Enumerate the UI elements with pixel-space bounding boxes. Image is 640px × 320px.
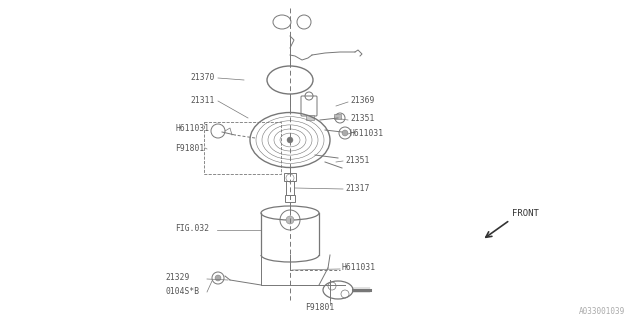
Text: F91801: F91801 — [175, 143, 204, 153]
Text: H611031: H611031 — [350, 129, 384, 138]
Text: 0104S*B: 0104S*B — [165, 287, 199, 297]
Circle shape — [286, 216, 294, 224]
Bar — [284, 173, 296, 181]
Text: F91801: F91801 — [305, 303, 335, 313]
Circle shape — [342, 130, 348, 136]
Circle shape — [287, 137, 293, 143]
Text: 21311: 21311 — [191, 95, 215, 105]
Text: 21369: 21369 — [350, 95, 374, 105]
Text: H611031: H611031 — [175, 124, 209, 132]
Text: 21370: 21370 — [191, 73, 215, 82]
Text: 21351: 21351 — [350, 114, 374, 123]
Text: 21351: 21351 — [345, 156, 369, 164]
Bar — [306, 115, 314, 120]
Bar — [334, 114, 341, 119]
Text: H611031: H611031 — [342, 263, 376, 273]
Circle shape — [215, 275, 221, 281]
Text: A033001039: A033001039 — [579, 308, 625, 316]
Text: 21317: 21317 — [345, 183, 369, 193]
Text: 21329: 21329 — [165, 274, 189, 283]
Text: FIG.032: FIG.032 — [175, 223, 209, 233]
Bar — [285, 195, 295, 202]
Text: FRONT: FRONT — [512, 209, 539, 218]
Bar — [286, 181, 294, 195]
